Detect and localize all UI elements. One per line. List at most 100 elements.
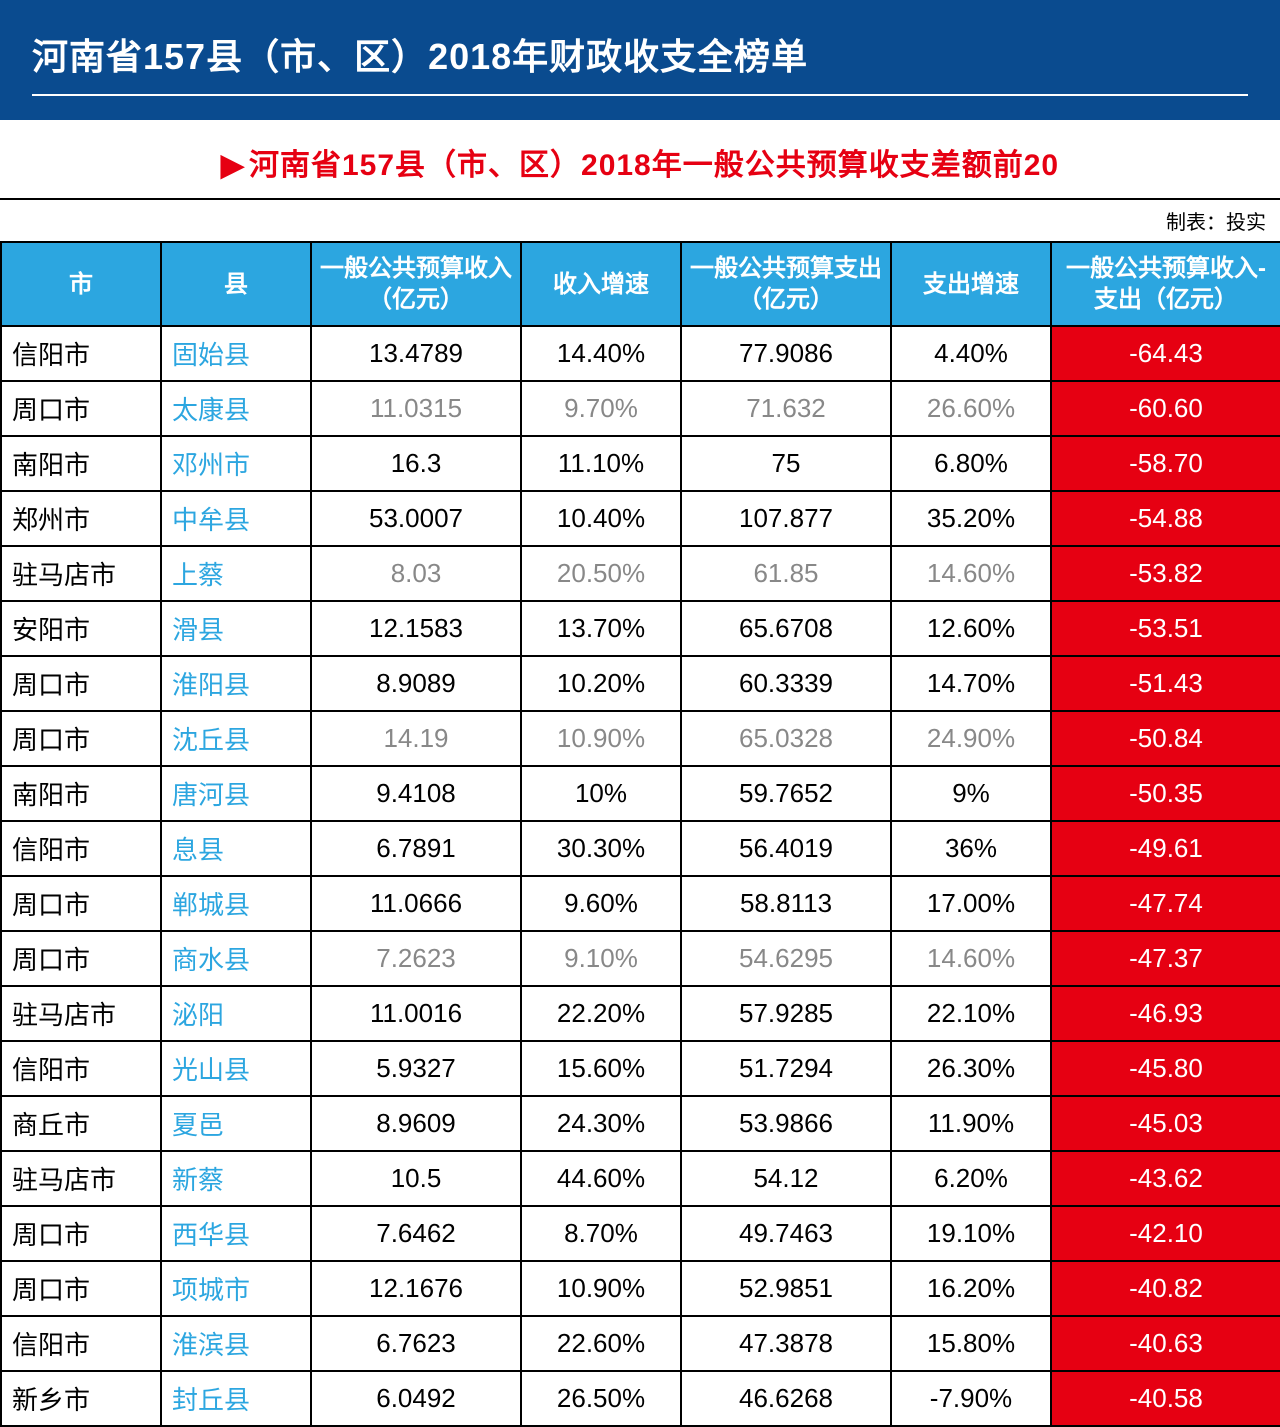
table-row: 南阳市邓州市16.311.10%756.80%-58.70 [1,436,1280,491]
cell-expense: 57.9285 [681,986,891,1041]
cell-revenue-growth: 15.60% [521,1041,681,1096]
cell-expense-growth: 35.20% [891,491,1051,546]
cell-expense: 61.85 [681,546,891,601]
cell-diff: -64.43 [1051,326,1280,381]
table-row: 周口市商水县7.26239.10%54.629514.60%-47.37 [1,931,1280,986]
cell-expense: 77.9086 [681,326,891,381]
cell-city: 周口市 [1,1206,161,1261]
table-row: 信阳市淮滨县6.762322.60%47.387815.80%-40.63 [1,1316,1280,1371]
header-bar: 河南省157县（市、区）2018年财政收支全榜单 [0,0,1280,120]
cell-expense-growth: 16.20% [891,1261,1051,1316]
cell-revenue-growth: 14.40% [521,326,681,381]
cell-revenue-growth: 8.70% [521,1206,681,1261]
cell-expense-growth: 12.60% [891,601,1051,656]
cell-expense-growth: 26.30% [891,1041,1051,1096]
cell-expense-growth: 26.60% [891,381,1051,436]
subtitle-wrap: ▶河南省157县（市、区）2018年一般公共预算收支差额前20 [0,120,1280,198]
cell-county: 西华县 [161,1206,311,1261]
cell-expense-growth: 17.00% [891,876,1051,931]
table-row: 驻马店市上蔡8.0320.50%61.8514.60%-53.82 [1,546,1280,601]
cell-diff: -40.82 [1051,1261,1280,1316]
cell-county: 光山县 [161,1041,311,1096]
cell-revenue: 5.9327 [311,1041,521,1096]
cell-expense: 51.7294 [681,1041,891,1096]
cell-revenue: 11.0666 [311,876,521,931]
cell-city: 驻马店市 [1,986,161,1041]
cell-diff: -53.51 [1051,601,1280,656]
cell-expense: 59.7652 [681,766,891,821]
cell-county: 项城市 [161,1261,311,1316]
table-row: 驻马店市新蔡10.544.60%54.126.20%-43.62 [1,1151,1280,1206]
cell-expense: 65.0328 [681,711,891,766]
cell-diff: -50.35 [1051,766,1280,821]
cell-revenue: 9.4108 [311,766,521,821]
cell-diff: -47.37 [1051,931,1280,986]
cell-expense-growth: 15.80% [891,1316,1051,1371]
cell-expense: 46.6268 [681,1371,891,1426]
cell-revenue-growth: 26.50% [521,1371,681,1426]
cell-city: 周口市 [1,711,161,766]
cell-county: 息县 [161,821,311,876]
subtitle: ▶河南省157县（市、区）2018年一般公共预算收支差额前20 [0,140,1280,184]
cell-diff: -40.58 [1051,1371,1280,1426]
cell-city: 周口市 [1,381,161,436]
cell-revenue-growth: 22.60% [521,1316,681,1371]
cell-expense: 65.6708 [681,601,891,656]
cell-revenue: 13.4789 [311,326,521,381]
cell-revenue-growth: 10.90% [521,711,681,766]
cell-expense: 49.7463 [681,1206,891,1261]
ranking-table: 市 县 一般公共预算收入（亿元） 收入增速 一般公共预算支出（亿元） 支出增速 … [0,241,1280,1427]
page-title: 河南省157县（市、区）2018年财政收支全榜单 [32,28,1248,96]
cell-revenue-growth: 10% [521,766,681,821]
cell-diff: -47.74 [1051,876,1280,931]
cell-expense-growth: 6.80% [891,436,1051,491]
cell-expense-growth: 14.70% [891,656,1051,711]
cell-diff: -45.80 [1051,1041,1280,1096]
cell-expense-growth: 24.90% [891,711,1051,766]
col-diff-header: 一般公共预算收入-支出（亿元） [1051,242,1280,326]
cell-expense-growth: -7.90% [891,1371,1051,1426]
cell-expense-growth: 19.10% [891,1206,1051,1261]
cell-city: 信阳市 [1,1041,161,1096]
cell-city: 信阳市 [1,326,161,381]
cell-county: 淮滨县 [161,1316,311,1371]
cell-revenue: 6.7623 [311,1316,521,1371]
table-row: 商丘市夏邑8.960924.30%53.986611.90%-45.03 [1,1096,1280,1151]
cell-revenue-growth: 30.30% [521,821,681,876]
cell-expense: 58.8113 [681,876,891,931]
cell-revenue-growth: 24.30% [521,1096,681,1151]
cell-expense-growth: 9% [891,766,1051,821]
table-row: 驻马店市泌阳11.001622.20%57.928522.10%-46.93 [1,986,1280,1041]
cell-revenue-growth: 9.70% [521,381,681,436]
page-container: 河南省157县（市、区）2018年财政收支全榜单 ▶河南省157县（市、区）20… [0,0,1280,1427]
col-expense-header: 一般公共预算支出（亿元） [681,242,891,326]
cell-revenue-growth: 44.60% [521,1151,681,1206]
cell-diff: -49.61 [1051,821,1280,876]
cell-expense-growth: 11.90% [891,1096,1051,1151]
cell-expense: 54.6295 [681,931,891,986]
cell-county: 太康县 [161,381,311,436]
cell-city: 周口市 [1,656,161,711]
cell-county: 固始县 [161,326,311,381]
table-row: 周口市郸城县11.06669.60%58.811317.00%-47.74 [1,876,1280,931]
cell-county: 滑县 [161,601,311,656]
cell-expense: 52.9851 [681,1261,891,1316]
cell-city: 驻马店市 [1,546,161,601]
table-row: 周口市淮阳县8.908910.20%60.333914.70%-51.43 [1,656,1280,711]
table-row: 新乡市封丘县6.049226.50%46.6268-7.90%-40.58 [1,1371,1280,1426]
cell-city: 商丘市 [1,1096,161,1151]
table-row: 周口市西华县7.64628.70%49.746319.10%-42.10 [1,1206,1280,1261]
table-row: 周口市太康县11.03159.70%71.63226.60%-60.60 [1,381,1280,436]
cell-revenue: 16.3 [311,436,521,491]
cell-county: 沈丘县 [161,711,311,766]
cell-county: 唐河县 [161,766,311,821]
col-revenue-growth-header: 收入增速 [521,242,681,326]
cell-diff: -51.43 [1051,656,1280,711]
cell-county: 上蔡 [161,546,311,601]
cell-diff: -42.10 [1051,1206,1280,1261]
cell-county: 商水县 [161,931,311,986]
table-row: 南阳市唐河县9.410810%59.76529%-50.35 [1,766,1280,821]
cell-county: 中牟县 [161,491,311,546]
cell-revenue: 7.2623 [311,931,521,986]
table-row: 郑州市中牟县53.000710.40%107.87735.20%-54.88 [1,491,1280,546]
